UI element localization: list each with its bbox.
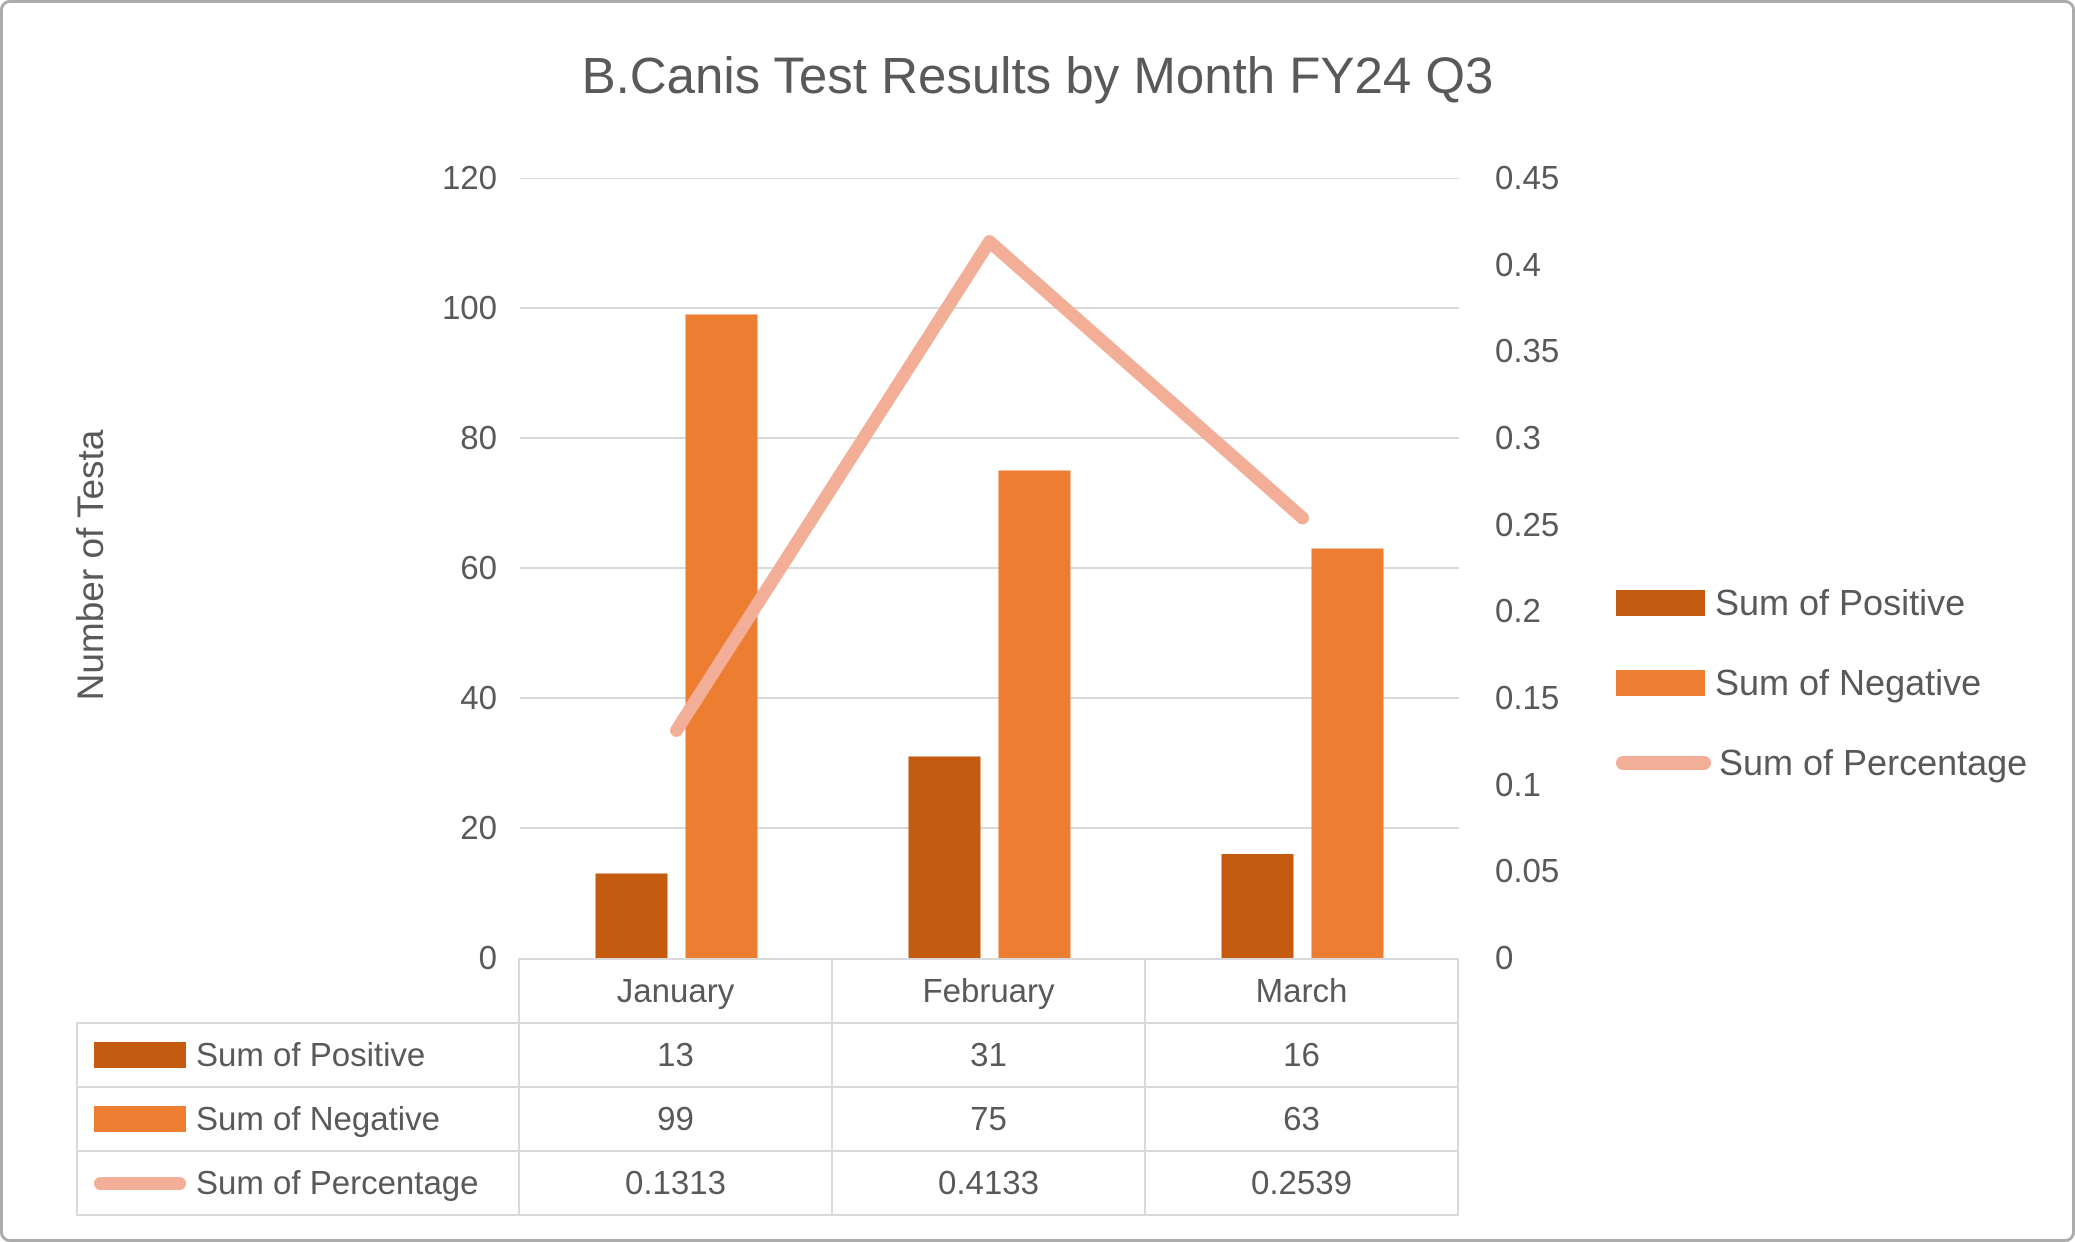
legend: Sum of Positive Sum of Negative Sum of Per… xyxy=(1616,582,2027,826)
legend-key-swatch-icon xyxy=(1616,670,1705,696)
table-cell: 13 xyxy=(518,1022,833,1088)
left-axis-tick: 100 xyxy=(441,289,497,326)
table-corner-cell xyxy=(77,959,519,1023)
table-row-label: Sum of Positive xyxy=(196,1036,426,1073)
bar-negative-january xyxy=(685,314,758,958)
left-axis-tick: 120 xyxy=(441,159,497,196)
table-cell: 99 xyxy=(518,1086,833,1152)
left-axis-tick: 20 xyxy=(460,809,497,846)
left-axis-tick: 0 xyxy=(478,939,497,976)
legend-label: Sum of Positive xyxy=(1715,582,1966,623)
bar-negative-february xyxy=(998,470,1071,958)
table-row-label: Sum of Negative xyxy=(196,1100,440,1137)
chart-title: B.Canis Test Results by Month FY24 Q3 xyxy=(581,47,1494,104)
table-month-header: March xyxy=(1144,958,1459,1024)
table-cell: 75 xyxy=(831,1086,1146,1152)
right-axis-tick: 0.45 xyxy=(1495,159,1560,196)
table-row-header: Sum of Percentage xyxy=(76,1150,520,1216)
table-row-label: Sum of Percentage xyxy=(196,1164,479,1201)
table-month-header: February xyxy=(831,958,1146,1024)
right-axis-tick: 0.2 xyxy=(1495,592,1541,630)
left-axis-tick: 80 xyxy=(460,419,497,456)
table-cell: 0.2539 xyxy=(1144,1150,1459,1216)
right-axis-tick: 0.15 xyxy=(1495,679,1560,716)
table-cell: 31 xyxy=(831,1022,1146,1088)
right-axis-tick: 0.25 xyxy=(1495,505,1560,543)
table-row-header: Sum of Negative xyxy=(76,1086,520,1152)
legend-key-swatch-icon xyxy=(1616,590,1705,616)
percentage-line xyxy=(670,235,1309,737)
right-axis-tick: 0.3 xyxy=(1495,419,1541,456)
bar-positive-march xyxy=(1221,854,1294,958)
bar-negative-march xyxy=(1311,548,1384,958)
table-row: Sum of Negative 99 75 63 xyxy=(76,1086,1459,1152)
legend-item: Sum of Negative xyxy=(1616,662,2027,703)
table-series-key-icon xyxy=(94,1042,186,1068)
table-cell: 16 xyxy=(1144,1022,1459,1088)
table-cell: 0.4133 xyxy=(831,1150,1146,1216)
left-axis-tick: 40 xyxy=(460,679,497,716)
right-axis-tick: 0.1 xyxy=(1495,765,1541,803)
bar-positive-january xyxy=(595,873,668,958)
legend-label: Sum of Percentage xyxy=(1719,742,2028,783)
table-series-key-icon xyxy=(94,1106,186,1132)
table-row-header: Sum of Positive xyxy=(76,1022,520,1088)
plot-area xyxy=(520,178,1459,958)
right-axis-tick: 0 xyxy=(1495,939,1514,976)
table-cell: 0.1313 xyxy=(518,1150,833,1216)
table-series-key-icon xyxy=(94,1176,186,1190)
table-row: Sum of Percentage 0.1313 0.4133 0.2539 xyxy=(76,1150,1459,1216)
chart-data-table: January February March Sum of Positive 13 31 1… xyxy=(76,958,1459,1216)
right-axis-tick: 0.35 xyxy=(1495,332,1560,370)
left-axis-tick: 60 xyxy=(460,549,497,586)
legend-label: Sum of Negative xyxy=(1715,662,1982,703)
table-row: Sum of Positive 13 31 16 xyxy=(76,1022,1459,1088)
legend-item: Sum of Positive xyxy=(1616,582,2027,623)
table-month-header: January xyxy=(518,958,833,1024)
right-axis-tick: 0.4 xyxy=(1495,245,1541,283)
table-cell: 63 xyxy=(1144,1086,1459,1152)
right-axis-tick: 0.05 xyxy=(1495,852,1560,890)
bar-positive-february xyxy=(908,756,981,958)
left-axis-title: Number of Testa xyxy=(70,429,111,701)
legend-key-line-icon xyxy=(1616,756,1711,770)
legend-item: Sum of Percentage xyxy=(1616,742,2027,783)
